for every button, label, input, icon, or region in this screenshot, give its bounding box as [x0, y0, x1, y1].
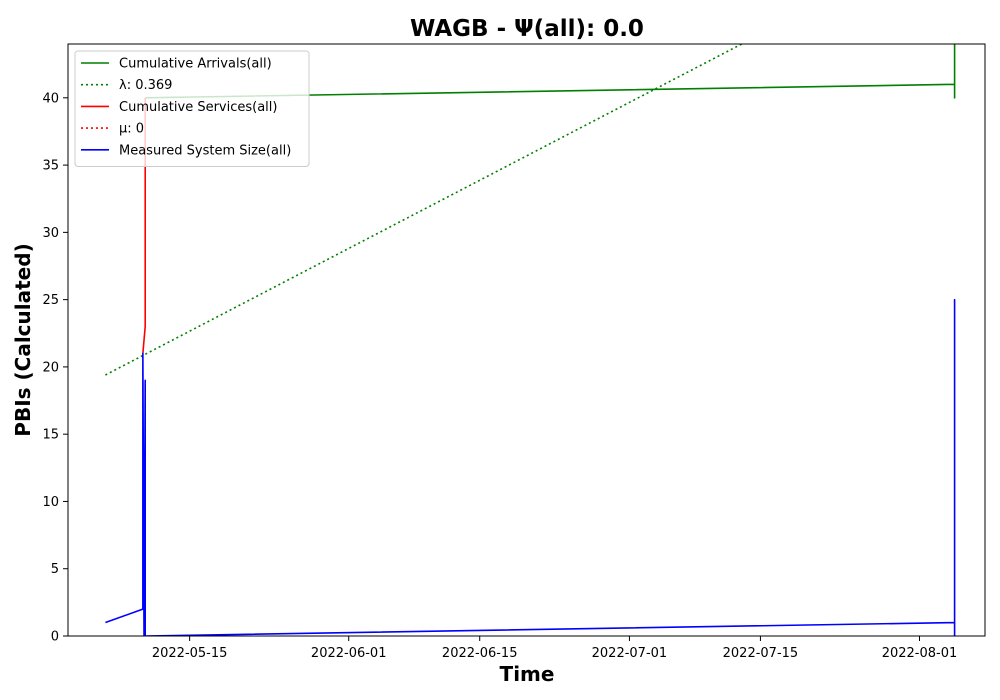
plot-area: [105, 44, 956, 636]
x-tick-label: 2022-05-15: [152, 646, 228, 661]
plot-frame: [67, 43, 986, 637]
legend: Cumulative Arrivals(all) λ: 0.369 Cumulati…: [74, 50, 310, 167]
x-axis: 2022-05-15 2022-06-01 2022-06-15 2022-07-01…: [152, 636, 957, 661]
x-tick-label: 2022-07-01: [592, 646, 668, 661]
x-tick-label: 2022-07-15: [723, 646, 799, 661]
x-tick-label: 2022-06-01: [311, 646, 387, 661]
series-line-measured-system-size-all: [105, 298, 956, 636]
legend-label-cumulative-arrivals-all: Cumulative Arrivals(all): [119, 57, 272, 72]
y-axis: 0 5 10 15 20 25 30 35 40: [42, 91, 68, 645]
legend-box: [74, 50, 310, 167]
x-tick-label: 2022-06-15: [442, 646, 518, 661]
legend-label-0-369: λ: 0.369: [119, 78, 172, 93]
legend-label-0: μ: 0: [119, 122, 144, 137]
y-tick-label: 25: [42, 293, 59, 308]
y-tick-label: 0: [51, 630, 59, 645]
y-tick-label: 10: [42, 495, 59, 510]
legend-label-cumulative-services-all: Cumulative Services(all): [119, 100, 277, 115]
chart-title: WAGB - Ψ(all): 0.0: [410, 16, 644, 42]
y-tick-label: 20: [42, 360, 59, 375]
x-tick-label: 2022-08-01: [882, 646, 958, 661]
y-axis-title: PBIs (Calculated): [11, 243, 35, 436]
x-axis-title: Time: [500, 662, 555, 686]
y-tick-label: 5: [51, 562, 59, 577]
y-tick-label: 30: [42, 226, 59, 241]
series-line-cumulative-arrivals-all: [145, 44, 956, 99]
y-tick-label: 35: [42, 159, 59, 174]
legend-label-measured-system-size-all: Measured System Size(all): [119, 143, 291, 158]
series-line-cumulative-services-all: [142, 97, 146, 354]
y-tick-label: 40: [42, 91, 59, 106]
y-tick-label: 15: [42, 428, 59, 443]
